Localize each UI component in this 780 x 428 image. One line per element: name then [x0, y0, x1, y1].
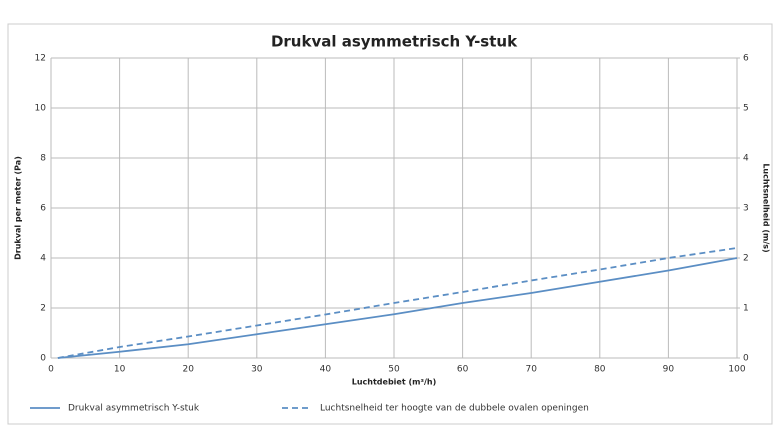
y2-tick-label: 1: [743, 304, 749, 314]
y-tick-label: 6: [40, 204, 46, 214]
x-tick-label: 0: [48, 365, 54, 375]
x-axis-label: Luchtdebiet (m³/h): [352, 378, 436, 387]
x-tick-label: 30: [251, 365, 263, 375]
y2-tick-label: 4: [743, 154, 749, 164]
x-tick-label: 50: [388, 365, 400, 375]
y2-tick-label: 0: [743, 354, 749, 364]
x-tick-label: 100: [728, 365, 745, 375]
series-line: [57, 247, 738, 359]
y-tick-label: 10: [35, 104, 47, 114]
y-axis-label: Drukval per meter (Pa): [14, 156, 23, 260]
legend-label: Luchtsnelheid ter hoogte van de dubbele …: [320, 404, 589, 414]
chart-title: Drukval asymmetrisch Y-stuk: [271, 33, 518, 51]
y-tick-label: 12: [35, 54, 46, 64]
y2-tick-label: 6: [743, 54, 749, 64]
y2-tick-label: 2: [743, 254, 749, 264]
x-tick-label: 10: [114, 365, 126, 375]
series-line: [57, 257, 738, 359]
x-tick-label: 90: [663, 365, 675, 375]
legend-label: Drukval asymmetrisch Y-stuk: [68, 404, 200, 414]
x-tick-label: 60: [457, 365, 469, 375]
y2-axis-label: Luchtsnelheid (m/s): [762, 163, 771, 252]
y-tick-label: 4: [40, 254, 46, 264]
x-tick-label: 80: [594, 365, 606, 375]
y-tick-label: 8: [40, 154, 46, 164]
y2-tick-label: 3: [743, 204, 749, 214]
x-tick-label: 40: [320, 365, 332, 375]
x-tick-label: 20: [182, 365, 194, 375]
chart-frame: [7, 23, 773, 425]
y-tick-label: 2: [40, 304, 46, 314]
y2-tick-label: 5: [743, 104, 749, 114]
x-tick-label: 70: [525, 365, 537, 375]
y-tick-label: 0: [40, 354, 46, 364]
